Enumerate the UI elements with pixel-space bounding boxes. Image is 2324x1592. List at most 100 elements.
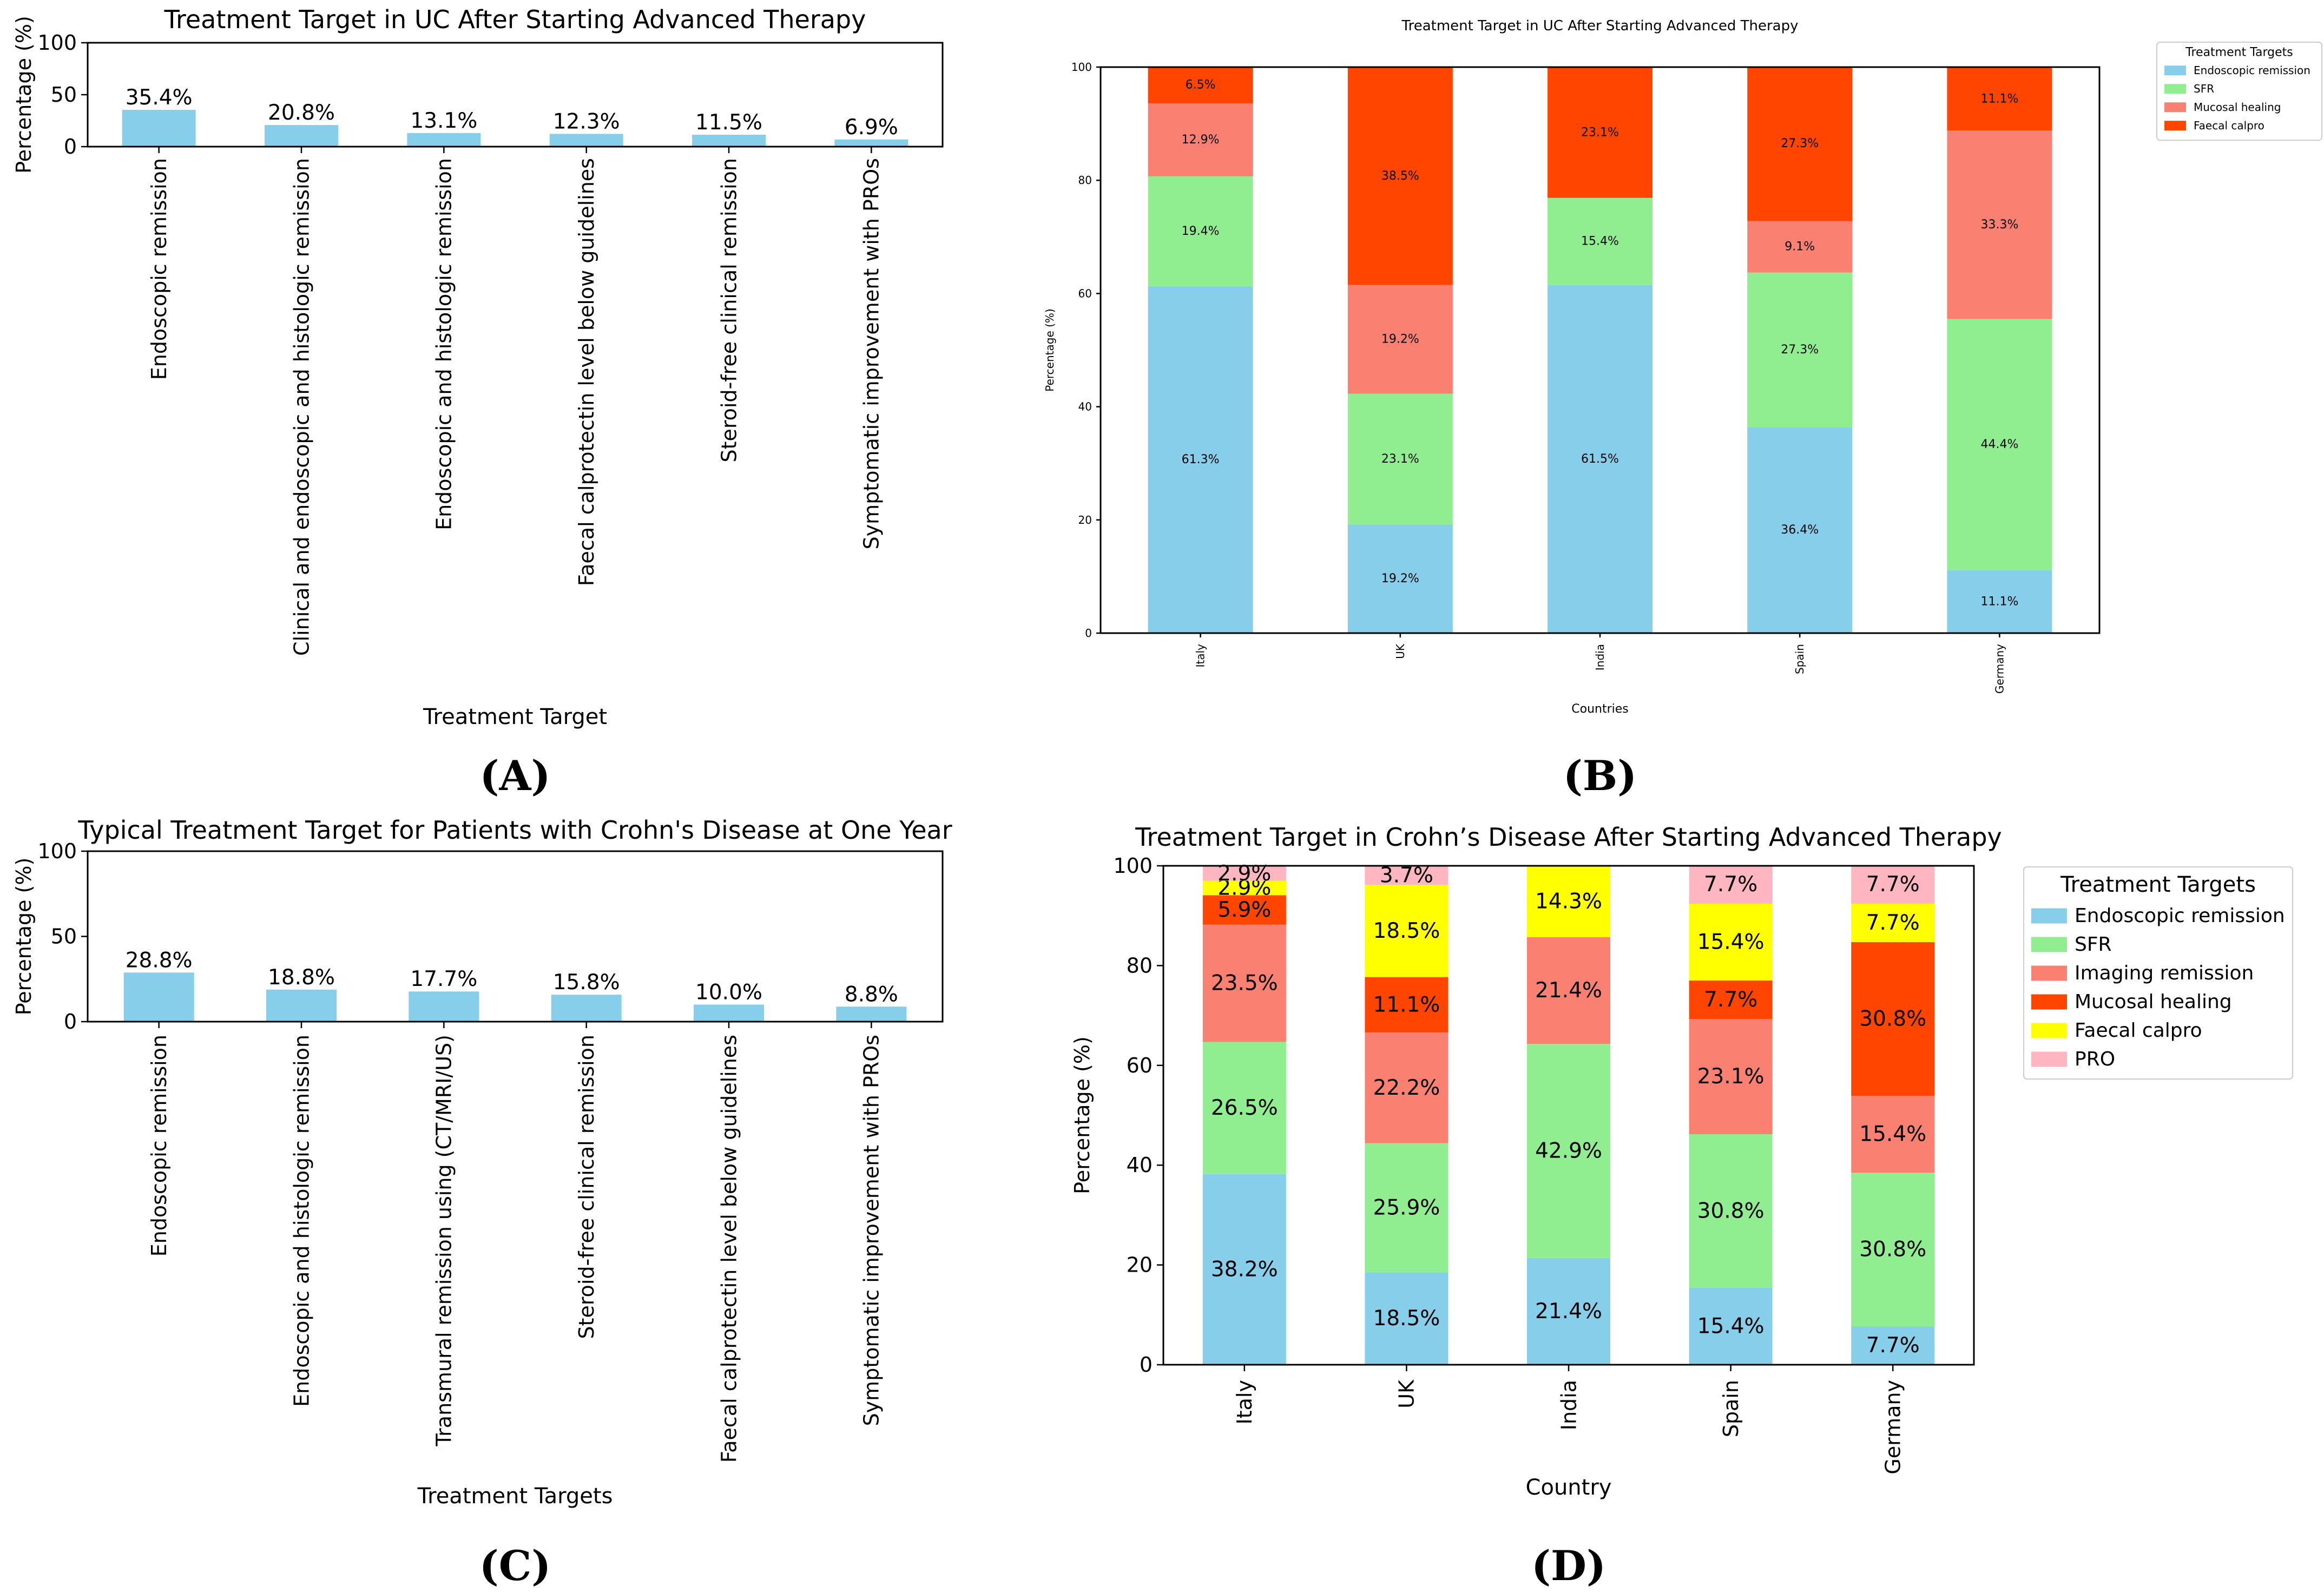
segment-endoscopic-remission-germany xyxy=(1947,570,2052,633)
panel-label: (C) xyxy=(479,1542,551,1590)
bar-3 xyxy=(407,133,481,147)
data-label: 19.4% xyxy=(1182,225,1220,238)
data-label: 11.1% xyxy=(1980,93,2018,106)
data-label: 27.3% xyxy=(1781,137,1819,150)
x-tick-label: Steroid-free clinical remission xyxy=(575,1035,598,1339)
data-label: 10.0% xyxy=(695,981,762,1005)
segment-sfr-italy xyxy=(1148,176,1253,286)
x-axis-label: Country xyxy=(1526,1475,1612,1500)
y-tick-label: 100 xyxy=(1071,61,1092,74)
data-label: 30.8% xyxy=(1859,1238,1926,1262)
segment-sfr-uk xyxy=(1347,393,1453,525)
x-tick-label: Italy xyxy=(1233,1380,1256,1424)
data-label: 19.2% xyxy=(1381,572,1419,586)
y-tick-label: 50 xyxy=(51,925,77,949)
y-tick-label: 100 xyxy=(37,839,77,863)
segment-imaging-remission-italy xyxy=(1202,924,1286,1042)
segment-imaging-remission-uk xyxy=(1365,1032,1449,1143)
segment-sfr-india xyxy=(1548,198,1653,285)
x-tick-label: Spain xyxy=(1719,1380,1743,1437)
chart-d: Treatment Target in Crohn’s Disease Afte… xyxy=(1070,823,2293,1590)
data-label: 44.4% xyxy=(1980,438,2018,451)
y-tick-label: 100 xyxy=(1113,854,1153,878)
data-label: 38.2% xyxy=(1211,1257,1278,1281)
data-label: 15.8% xyxy=(553,970,620,995)
x-tick-label: Faecal calprotectin level below guidelin… xyxy=(575,158,598,586)
axes-frame xyxy=(87,42,944,148)
y-tick-label: 20 xyxy=(1127,1253,1153,1277)
segment-mucosal-healing-italy xyxy=(1148,103,1253,176)
data-label: 61.3% xyxy=(1182,453,1220,466)
data-label: 23.1% xyxy=(1381,452,1419,466)
segment-endoscopic-remission-italy xyxy=(1148,286,1253,633)
x-axis-label: Treatment Target xyxy=(423,705,607,729)
data-label: 38.5% xyxy=(1381,169,1419,183)
data-label: 15.4% xyxy=(1859,1122,1926,1147)
data-label: 3.7% xyxy=(1380,863,1433,887)
x-tick-label: Endoscopic and histologic remission xyxy=(289,1035,313,1407)
x-tick-label: Steroid-free clinical remission xyxy=(717,158,741,463)
data-label: 9.1% xyxy=(1785,240,1815,254)
y-tick-label: 80 xyxy=(1127,953,1153,977)
data-label: 30.8% xyxy=(1697,1199,1765,1223)
legend-entry: Mucosal healing xyxy=(2075,991,2232,1013)
data-label: 14.3% xyxy=(1535,889,1602,913)
segment-endoscopic-remission-india xyxy=(1527,1258,1610,1365)
y-tick-label: 0 xyxy=(1140,1353,1153,1377)
legend-swatch xyxy=(2031,908,2067,924)
x-tick-label: Germany xyxy=(1881,1380,1905,1475)
data-label: 12.3% xyxy=(553,109,620,134)
segment-sfr-spain xyxy=(1689,1134,1773,1288)
chart-title: Typical Treatment Target for Patients wi… xyxy=(77,815,952,845)
bar-1 xyxy=(122,110,196,147)
y-tick-label: 80 xyxy=(1078,174,1092,187)
data-label: 7.7% xyxy=(1866,872,1920,897)
legend: Treatment Targets Endoscopic remission SFR… xyxy=(2023,866,2293,1080)
bar-3 xyxy=(409,991,479,1022)
data-label: 20.8% xyxy=(268,101,335,125)
y-tick-label: 100 xyxy=(37,31,77,55)
legend-entry: SFR xyxy=(2075,933,2112,956)
y-tick-label: 60 xyxy=(1127,1054,1153,1077)
panel-label: (D) xyxy=(1531,1542,1606,1590)
chart-a: Treatment Target in UC After Starting Ad… xyxy=(12,5,944,800)
segment-mucosal-healing-italy xyxy=(1202,895,1286,925)
x-tick-label: India xyxy=(1557,1380,1581,1430)
panel-label: (A) xyxy=(480,752,551,800)
segment-imaging-remission-spain xyxy=(1689,1019,1773,1135)
x-tick-label: Spain xyxy=(1793,644,1806,674)
legend-box xyxy=(2156,42,2322,141)
data-label: 33.3% xyxy=(1980,218,2018,232)
data-label: 28.8% xyxy=(126,948,193,972)
x-tick-label: Faecal calprotectin level below guidelin… xyxy=(717,1035,741,1463)
bar-1 xyxy=(123,972,194,1022)
x-tick-label: UK xyxy=(1395,1379,1419,1409)
data-label: 18.8% xyxy=(268,965,335,990)
data-label: 7.7% xyxy=(1866,1333,1920,1358)
legend-entry: Endoscopic remission xyxy=(2075,905,2285,927)
data-label: 13.1% xyxy=(410,109,477,133)
data-label: 23.5% xyxy=(1211,971,1278,996)
bar-5 xyxy=(694,1004,764,1022)
segment-faecal-calpro-spain xyxy=(1747,66,1853,221)
data-label: 23.1% xyxy=(1697,1064,1765,1089)
x-tick-label: Germany xyxy=(1993,644,2006,694)
x-axis-label: Countries xyxy=(1571,702,1629,716)
segment-faecal-calpro-uk xyxy=(1347,67,1453,285)
bar-4 xyxy=(549,134,623,147)
segment-imaging-remission-india xyxy=(1527,937,1610,1044)
data-label: 19.2% xyxy=(1381,333,1419,346)
y-tick-label: 40 xyxy=(1127,1153,1153,1177)
segment-endoscopic-remission-india xyxy=(1548,285,1653,633)
data-label: 15.4% xyxy=(1581,235,1619,248)
segment-sfr-uk xyxy=(1365,1143,1449,1273)
segment-mucosal-healing-uk xyxy=(1347,285,1453,394)
data-label: 8.8% xyxy=(845,982,898,1006)
legend-entry: Mucosal healing xyxy=(2194,101,2281,114)
x-tick-label: India xyxy=(1594,644,1607,670)
legend-entry: SFR xyxy=(2194,82,2214,95)
segment-mucosal-healing-germany xyxy=(1947,130,2052,319)
x-tick-label: UK xyxy=(1394,643,1407,659)
y-tick-label: 40 xyxy=(1078,400,1092,413)
segment-mucosal-healing-germany xyxy=(1851,942,1935,1096)
